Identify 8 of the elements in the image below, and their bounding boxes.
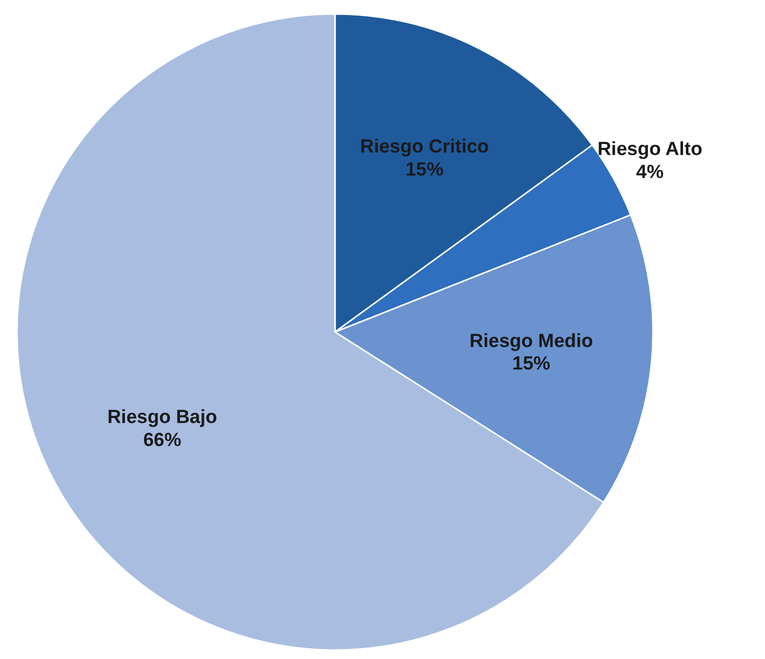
slice-label: Riesgo Medio xyxy=(470,330,594,352)
data-label: 15% xyxy=(512,354,550,375)
data-label: 66% xyxy=(143,430,182,451)
slice-label: Riesgo Bajo xyxy=(107,407,218,428)
slice-label: Riesgo Alto xyxy=(597,139,702,160)
slice-label: Riesgo Critico xyxy=(360,136,489,158)
data-label: 15% xyxy=(405,159,444,180)
data-label: 4% xyxy=(636,162,664,183)
